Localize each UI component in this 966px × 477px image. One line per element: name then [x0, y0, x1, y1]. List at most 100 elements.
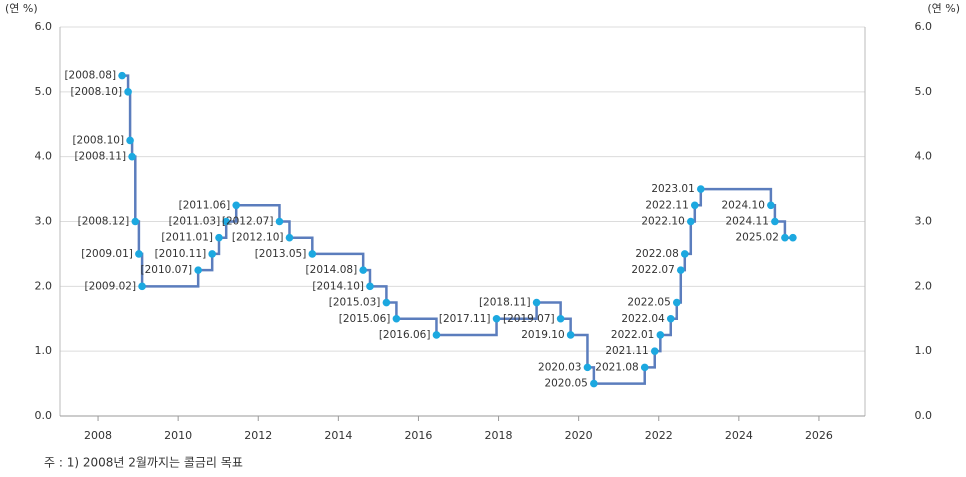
- x-tick-label: 2014: [324, 429, 352, 442]
- point: [686, 217, 695, 226]
- point-label: 2021.08: [595, 361, 638, 373]
- y2-tick-label: 1.0: [915, 344, 933, 357]
- point: [690, 201, 699, 210]
- point-label: 2020.05: [544, 378, 587, 390]
- point-label: [2012.10]: [232, 232, 284, 244]
- y-tick-label: 4.0: [35, 150, 53, 163]
- point: [789, 233, 797, 242]
- x-tick-label: 2010: [164, 429, 192, 442]
- point: [128, 152, 136, 161]
- point-label: [2011.03]: [169, 216, 221, 228]
- point: [118, 71, 126, 80]
- point-label: [2008.10]: [70, 86, 122, 98]
- y2-unit-label: (연 %): [927, 2, 960, 15]
- point: [583, 363, 592, 372]
- point: [359, 266, 367, 274]
- point-label: [2014.08]: [306, 264, 358, 276]
- y2-tick-label: 0.0: [915, 409, 933, 422]
- y-tick-label: 5.0: [35, 85, 53, 98]
- point-label: [2009.01]: [81, 248, 133, 260]
- x-tick-label: 2020: [565, 429, 593, 442]
- point: [382, 298, 391, 307]
- point-label: [2009.02]: [84, 280, 136, 292]
- point: [138, 282, 146, 291]
- note: 주 : 1) 2008년 2월까지는 콜금리 목표: [44, 456, 243, 470]
- point: [308, 250, 317, 258]
- y2-tick-label: 3.0: [915, 215, 933, 228]
- point: [656, 331, 665, 339]
- point-label: 2024.11: [725, 216, 768, 228]
- point-label: [2010.07]: [141, 264, 193, 276]
- point: [781, 233, 789, 242]
- point-label: [2015.06]: [339, 313, 391, 325]
- point: [650, 347, 659, 355]
- x-tick-label: 2024: [725, 429, 753, 442]
- x-tick-label: 2018: [485, 429, 513, 442]
- point-label: [2016.06]: [379, 329, 431, 341]
- point-label: 2022.08: [635, 248, 678, 260]
- point-label: 2021.11: [605, 345, 648, 357]
- x-tick-label: 2012: [244, 429, 272, 442]
- y-tick-label: 2.0: [35, 279, 53, 292]
- point-label: [2017.11]: [439, 313, 491, 325]
- y2-tick-label: 5.0: [915, 85, 933, 98]
- y-tick-label: 1.0: [35, 344, 53, 357]
- point: [392, 314, 401, 323]
- point: [124, 88, 132, 96]
- point-label: [2008.10]: [72, 134, 124, 146]
- y2-tick-label: 6.0: [915, 20, 933, 33]
- point-label: [2010.11]: [155, 248, 207, 260]
- point-label: 2023.01: [651, 183, 694, 195]
- point: [135, 250, 143, 258]
- y2-tick-label: 4.0: [915, 150, 933, 163]
- x-tick-label: 2026: [805, 429, 833, 442]
- point: [285, 233, 294, 242]
- y-tick-label: 3.0: [35, 215, 53, 228]
- point: [672, 298, 681, 307]
- point-label: [2008.11]: [74, 151, 126, 163]
- point: [680, 250, 689, 258]
- point: [676, 266, 685, 274]
- point-label: [2013.05]: [255, 248, 307, 260]
- point: [215, 233, 223, 242]
- y-unit-label: (연 %): [5, 2, 38, 15]
- point: [275, 217, 284, 226]
- x-tick-label: 2008: [84, 429, 112, 442]
- point: [566, 331, 575, 339]
- point-label: 2022.10: [641, 216, 684, 228]
- point: [767, 201, 775, 210]
- point-label: [2011.06]: [179, 199, 231, 211]
- point-label: [2014.10]: [312, 280, 364, 292]
- point: [640, 363, 649, 372]
- point: [208, 250, 216, 258]
- point: [532, 298, 541, 307]
- point: [492, 314, 501, 323]
- point: [232, 201, 241, 210]
- point-label: 2022.07: [631, 264, 674, 276]
- point: [771, 217, 779, 226]
- step-line: [122, 74, 793, 385]
- point: [194, 266, 202, 274]
- x-tick-label: 2022: [645, 429, 673, 442]
- point-label: [2018.11]: [479, 297, 531, 309]
- point: [131, 217, 140, 226]
- point-label: [2008.08]: [64, 70, 116, 82]
- point-label: 2022.11: [645, 199, 688, 211]
- point-label: 2019.10: [521, 329, 564, 341]
- point: [556, 314, 565, 323]
- point-label: [2008.12]: [78, 216, 130, 228]
- point: [222, 217, 231, 226]
- point-label: [2011.01]: [161, 232, 213, 244]
- point: [666, 314, 675, 323]
- y-tick-label: 6.0: [35, 20, 53, 33]
- point: [432, 331, 441, 339]
- point: [696, 185, 705, 193]
- point: [590, 379, 598, 388]
- point-label: 2022.01: [611, 329, 654, 341]
- point: [126, 136, 134, 145]
- x-tick-label: 2016: [404, 429, 432, 442]
- point: [366, 282, 374, 291]
- point-label: 2022.04: [621, 313, 665, 325]
- point-label: 2024.10: [721, 199, 764, 211]
